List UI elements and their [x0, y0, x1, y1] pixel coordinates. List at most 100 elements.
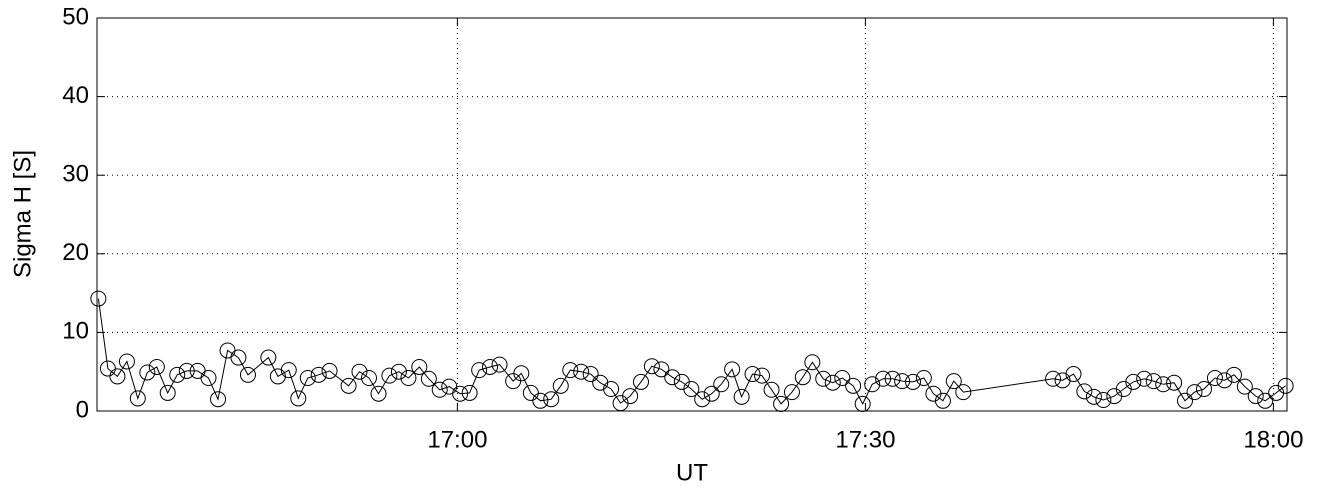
- data-point: [1177, 392, 1193, 409]
- data-point: [1206, 369, 1223, 386]
- data-point: [400, 369, 417, 386]
- x-tick-label: 18:00: [1243, 426, 1303, 453]
- data-point: [763, 381, 780, 398]
- data-point: [1186, 384, 1203, 401]
- y-tick-label: 0: [76, 396, 89, 423]
- data-point: [905, 373, 921, 390]
- data-point: [178, 362, 195, 379]
- data-point: [804, 354, 821, 371]
- data-point: [622, 388, 639, 405]
- data-point: [582, 366, 599, 383]
- data-point: [562, 362, 579, 379]
- data-point: [148, 358, 165, 375]
- data-point: [513, 365, 530, 382]
- data-point: [90, 290, 107, 307]
- data-point: [159, 384, 176, 401]
- data-point: [290, 390, 307, 407]
- data-point: [381, 367, 398, 384]
- data-point: [703, 385, 720, 402]
- data-point: [431, 381, 448, 398]
- data-point: [875, 370, 892, 387]
- data-point: [1136, 370, 1153, 387]
- data-point: [955, 384, 972, 401]
- data-point: [471, 362, 488, 379]
- data-point: [299, 369, 316, 386]
- data-point: [773, 395, 790, 412]
- x-tick-label: 17:30: [835, 426, 895, 453]
- data-line: [97, 298, 1286, 406]
- data-point: [1085, 388, 1102, 405]
- plot-frame: [96, 17, 1288, 412]
- data-point: [664, 369, 681, 386]
- data-point: [552, 377, 569, 394]
- data-point: [239, 366, 256, 383]
- y-axis-label: Sigma H [S]: [9, 150, 36, 278]
- data-point: [1095, 391, 1112, 408]
- data-point: [1216, 372, 1233, 389]
- data-point: [109, 368, 126, 385]
- data-point: [653, 361, 670, 378]
- data-point: [200, 369, 217, 386]
- data-point: [321, 362, 338, 379]
- data-point: [724, 361, 741, 378]
- data-point: [169, 366, 186, 383]
- data-point: [522, 384, 539, 401]
- data-point: [894, 373, 911, 390]
- data-point: [884, 370, 901, 387]
- data-point: [129, 390, 146, 407]
- data-point: [834, 369, 851, 386]
- data-point: [99, 360, 116, 377]
- data-point: [280, 362, 297, 379]
- data-point: [411, 358, 428, 375]
- data-point: [1247, 388, 1264, 405]
- y-tick-label: 40: [62, 82, 89, 109]
- data-point: [370, 385, 387, 402]
- data-point: [694, 391, 711, 408]
- data-point: [491, 356, 508, 373]
- data-point: [1277, 377, 1294, 394]
- data-point: [1045, 370, 1062, 387]
- data-point: [815, 370, 832, 387]
- data-point: [794, 369, 811, 386]
- data-point: [934, 392, 951, 409]
- data-point: [452, 385, 469, 402]
- y-tick-label: 10: [62, 318, 89, 345]
- data-point: [260, 349, 277, 366]
- data-point: [230, 349, 247, 366]
- data-point: [733, 388, 750, 405]
- data-point: [603, 380, 620, 397]
- data-point: [744, 366, 761, 383]
- data-point: [643, 358, 660, 375]
- data-point: [351, 363, 368, 380]
- data-point: [713, 376, 730, 393]
- data-point: [1145, 373, 1162, 390]
- data-point: [573, 363, 590, 380]
- data-point: [824, 374, 841, 391]
- data-point: [210, 391, 227, 408]
- data-point: [361, 369, 377, 386]
- data-point: [1155, 376, 1172, 393]
- data-point: [945, 373, 962, 390]
- data-point: [1166, 374, 1183, 391]
- data-point: [1065, 366, 1082, 383]
- plot-area: [97, 18, 1287, 411]
- x-axis-label: UT: [676, 459, 708, 486]
- data-point: [118, 353, 135, 370]
- data-point: [845, 377, 862, 394]
- x-tick-label: 17:00: [427, 426, 487, 453]
- data-point: [139, 364, 156, 381]
- data-point: [1076, 383, 1093, 400]
- data-point: [754, 367, 771, 384]
- data-point: [310, 366, 327, 383]
- data-point: [461, 384, 478, 401]
- data-point: [532, 392, 549, 409]
- data-point: [543, 391, 560, 408]
- y-tick-label: 30: [62, 161, 89, 188]
- data-point: [340, 377, 357, 394]
- data-point: [1257, 392, 1274, 409]
- y-tick-label: 50: [62, 3, 89, 30]
- data-point: [915, 369, 932, 386]
- data-point: [864, 376, 881, 393]
- y-tick-label: 20: [62, 239, 89, 266]
